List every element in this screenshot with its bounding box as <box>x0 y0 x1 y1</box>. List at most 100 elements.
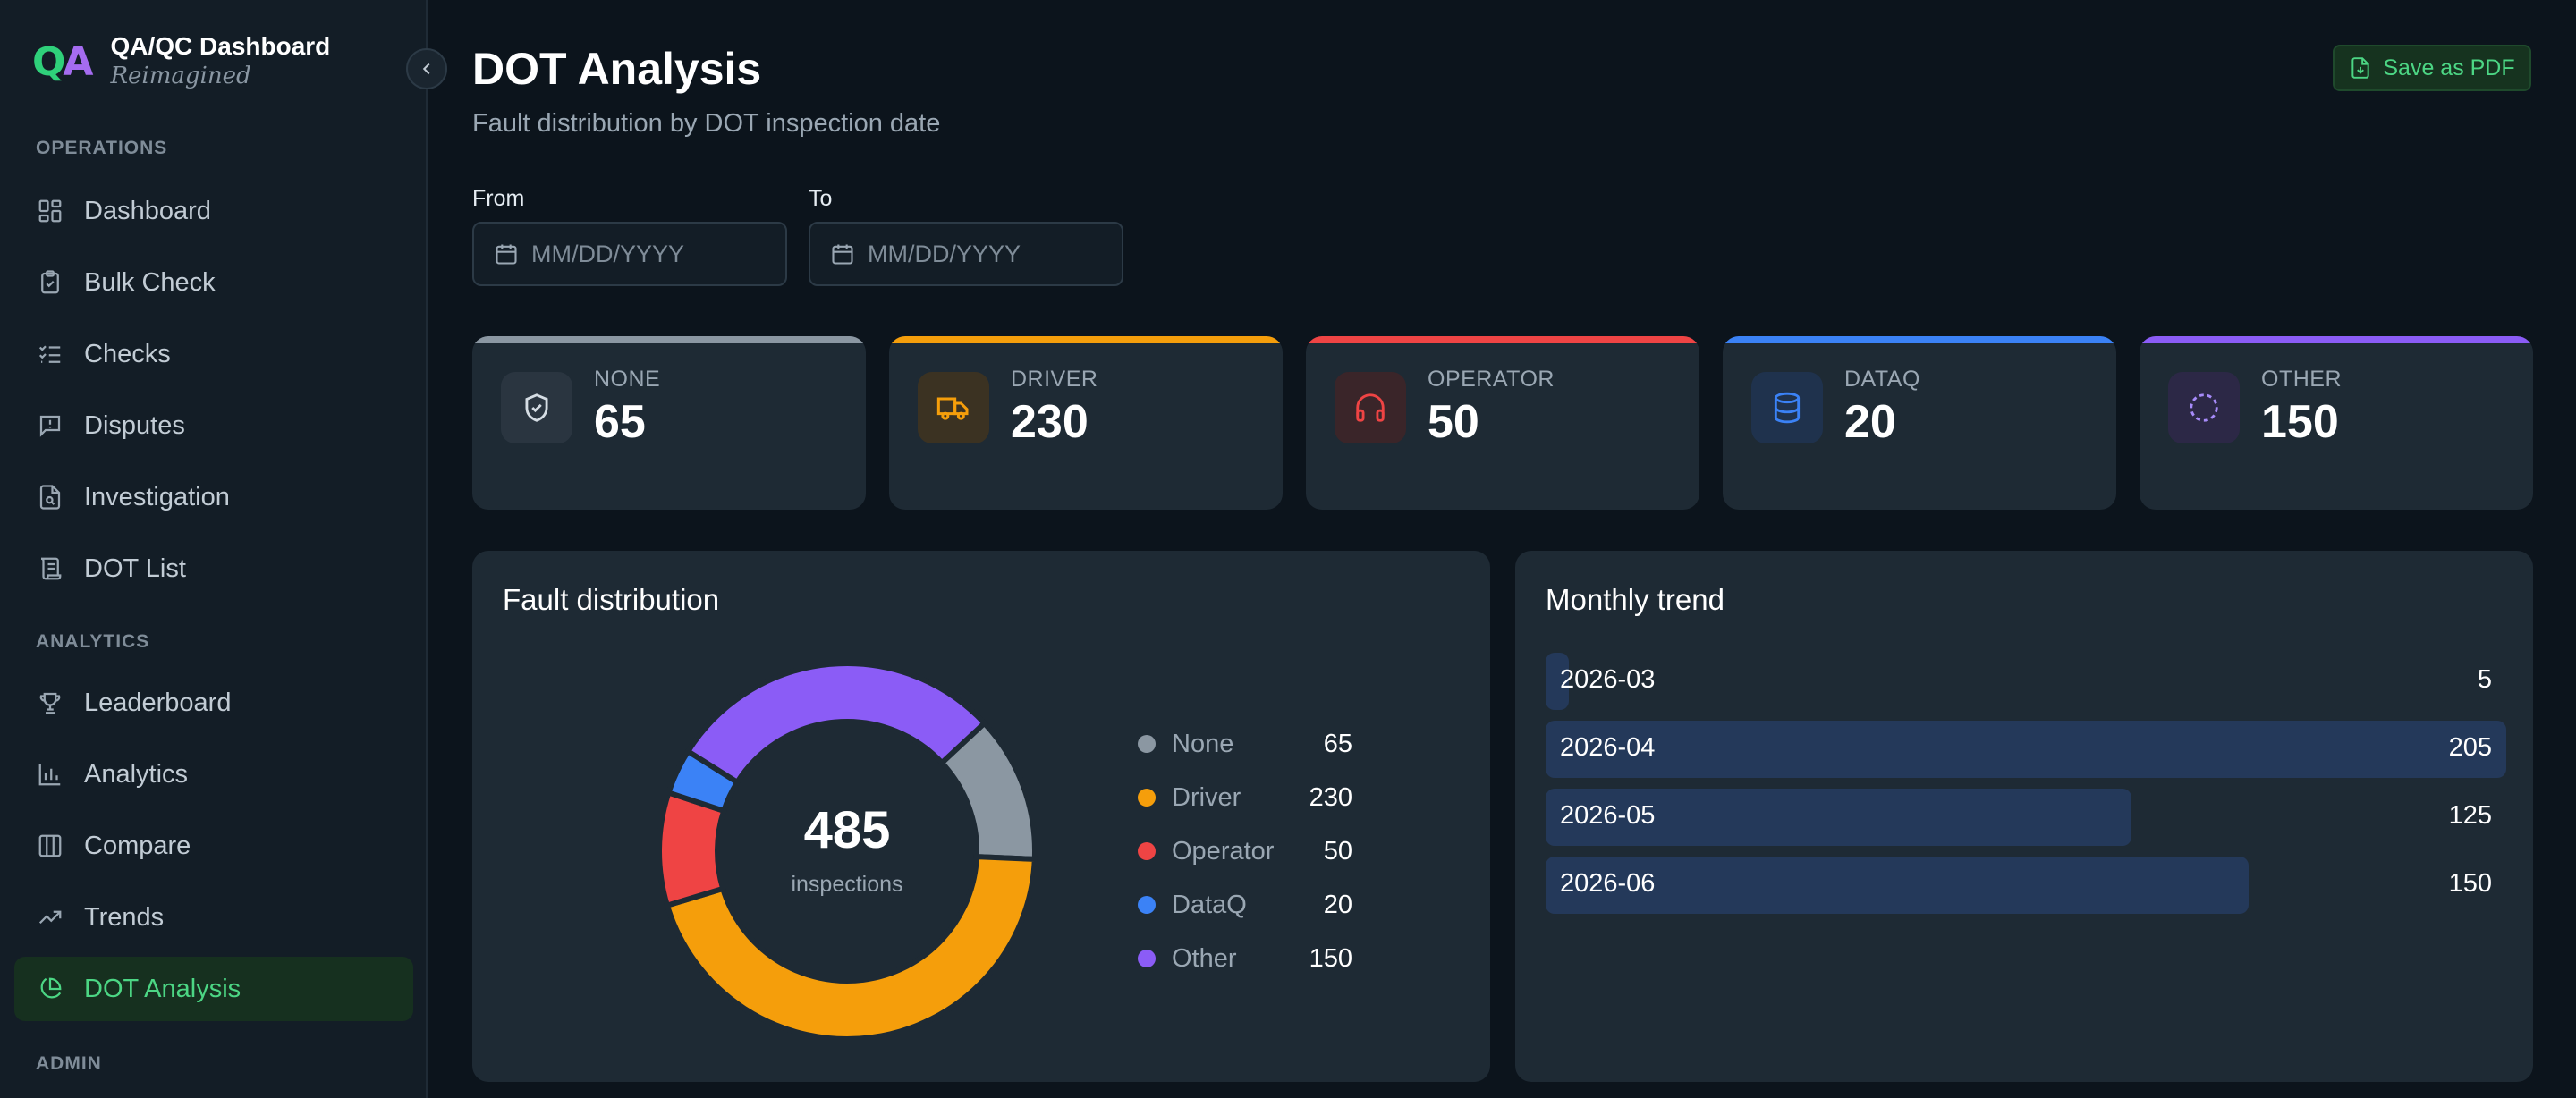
legend-swatch <box>1138 896 1156 914</box>
sidebar-item-trends[interactable]: Trends <box>14 885 413 950</box>
sidebar-item-analytics[interactable]: Analytics <box>14 742 413 807</box>
panel-title: Monthly trend <box>1546 583 1724 616</box>
monthly-trend-panel: Monthly trend 2026-03 5 2026-04 205 2026-05 1… <box>1515 551 2533 1082</box>
sidebar-item-label: Checks <box>84 339 171 368</box>
stat-accent-bar <box>1723 336 2116 343</box>
save-pdf-button[interactable]: Save as PDF <box>2333 45 2531 91</box>
legend-value: 50 <box>1323 836 1352 866</box>
trend-row-2026-03: 2026-03 5 <box>1546 653 2506 710</box>
panel-title: Fault distribution <box>503 583 720 616</box>
from-date-input[interactable] <box>531 240 782 268</box>
sidebar-item-dashboard[interactable]: Dashboard <box>14 179 413 243</box>
sidebar-item-investigation[interactable]: Investigation <box>14 465 413 529</box>
clipboard-check-icon <box>36 268 64 297</box>
stat-card-dataq: DATAQ 20 <box>1723 336 2116 510</box>
stat-value: 20 <box>1844 396 1896 448</box>
legend-value: 150 <box>1309 943 1352 973</box>
legend-value: 20 <box>1323 890 1352 919</box>
stat-name: DRIVER <box>1011 367 1098 392</box>
sidebar-item-dot-analysis[interactable]: DOT Analysis <box>14 957 413 1021</box>
calendar-icon <box>494 241 519 266</box>
trend-bar <box>1546 857 2249 914</box>
legend-label: DataQ <box>1172 890 1247 919</box>
section-analytics: ANALYTICS <box>36 631 150 652</box>
trophy-icon <box>36 688 64 717</box>
brand-logo: QA <box>32 38 93 85</box>
list-checks-icon <box>36 340 64 368</box>
trend-bar <box>1546 789 2131 846</box>
page-subtitle: Fault distribution by DOT inspection dat… <box>472 109 941 138</box>
trend-bar <box>1546 653 1570 710</box>
donut-slice-other[interactable] <box>684 661 988 786</box>
donut-center-label: inspections <box>791 872 902 897</box>
sidebar-item-label: Analytics <box>84 759 189 789</box>
legend-value: 230 <box>1309 782 1352 812</box>
legend-label: Other <box>1172 943 1237 973</box>
fault-distribution-panel: Fault distribution 485 inspections None 6… <box>472 551 1490 1082</box>
trend-row-2026-05: 2026-05 125 <box>1546 789 2506 846</box>
stat-accent-bar <box>2140 336 2533 343</box>
trend-month-label: 2026-03 <box>1560 665 1656 694</box>
legend-item-driver: Driver 230 <box>1138 780 1352 815</box>
stat-name: OTHER <box>2261 367 2342 392</box>
trend-bar <box>1546 721 2506 778</box>
dashed-circle-icon <box>2168 372 2240 443</box>
columns-icon <box>36 832 64 860</box>
stat-accent-bar <box>889 336 1283 343</box>
legend-swatch <box>1138 735 1156 753</box>
sidebar-item-dot-list[interactable]: DOT List <box>14 536 413 601</box>
stat-card-driver: DRIVER 230 <box>889 336 1283 510</box>
section-operations: OPERATIONS <box>36 138 168 158</box>
save-pdf-label: Save as PDF <box>2383 55 2515 80</box>
sidebar-item-label: Compare <box>84 831 191 860</box>
sidebar-item-label: DOT Analysis <box>84 974 242 1003</box>
section-admin: ADMIN <box>36 1053 102 1074</box>
legend-item-other: Other 150 <box>1138 941 1352 976</box>
sidebar-item-leaderboard[interactable]: Leaderboard <box>14 671 413 735</box>
collapse-sidebar-button[interactable] <box>406 48 447 89</box>
sidebar-item-label: Bulk Check <box>84 267 216 297</box>
sidebar-item-bulk-check[interactable]: Bulk Check <box>14 250 413 315</box>
trend-value: 125 <box>2448 801 2492 830</box>
from-date-field[interactable] <box>472 222 787 286</box>
legend-item-operator: Operator 50 <box>1138 833 1352 869</box>
stat-value: 65 <box>594 396 646 448</box>
legend-label: Operator <box>1172 836 1275 866</box>
sidebar-item-label: Disputes <box>84 410 185 440</box>
legend-label: Driver <box>1172 782 1241 812</box>
stat-name: DATAQ <box>1844 367 1920 392</box>
sidebar-item-label: Trends <box>84 902 165 932</box>
truck-icon <box>918 372 989 443</box>
stat-accent-bar <box>472 336 866 343</box>
stat-card-other: OTHER 150 <box>2140 336 2533 510</box>
message-alert-icon <box>36 411 64 440</box>
legend-item-none: None 65 <box>1138 726 1352 762</box>
sidebar-item-checks[interactable]: Checks <box>14 322 413 386</box>
stat-value: 230 <box>1011 396 1089 448</box>
sidebar-item-compare[interactable]: Compare <box>14 814 413 878</box>
calendar-icon <box>830 241 855 266</box>
to-date-input[interactable] <box>868 240 1118 268</box>
dashboard-icon <box>36 197 64 225</box>
trend-value: 5 <box>2477 665 2492 694</box>
trend-row-2026-04: 2026-04 205 <box>1546 721 2506 778</box>
sidebar-item-disputes[interactable]: Disputes <box>14 393 413 458</box>
to-date-field[interactable] <box>809 222 1123 286</box>
bar-chart-icon <box>36 760 64 789</box>
sidebar: QA QA/QC Dashboard Reimagined OPERATIONS… <box>0 0 428 1098</box>
to-label: To <box>809 186 833 211</box>
donut-chart: 485 inspections <box>657 661 1038 1042</box>
stat-value: 150 <box>2261 396 2339 448</box>
scroll-icon <box>36 554 64 583</box>
donut-total: 485 <box>804 801 891 859</box>
stat-card-none: NONE 65 <box>472 336 866 510</box>
chevron-left-icon <box>417 59 436 79</box>
database-icon <box>1751 372 1823 443</box>
brand: QA QA/QC Dashboard Reimagined <box>32 32 330 91</box>
donut-slice-driver[interactable] <box>664 854 1038 1042</box>
file-download-icon <box>2349 56 2372 80</box>
trend-month-label: 2026-05 <box>1560 801 1656 830</box>
headphones-icon <box>1335 372 1406 443</box>
legend-item-dataq: DataQ 20 <box>1138 887 1352 923</box>
main-content: DOT Analysis Fault distribution by DOT i… <box>429 0 2576 1098</box>
